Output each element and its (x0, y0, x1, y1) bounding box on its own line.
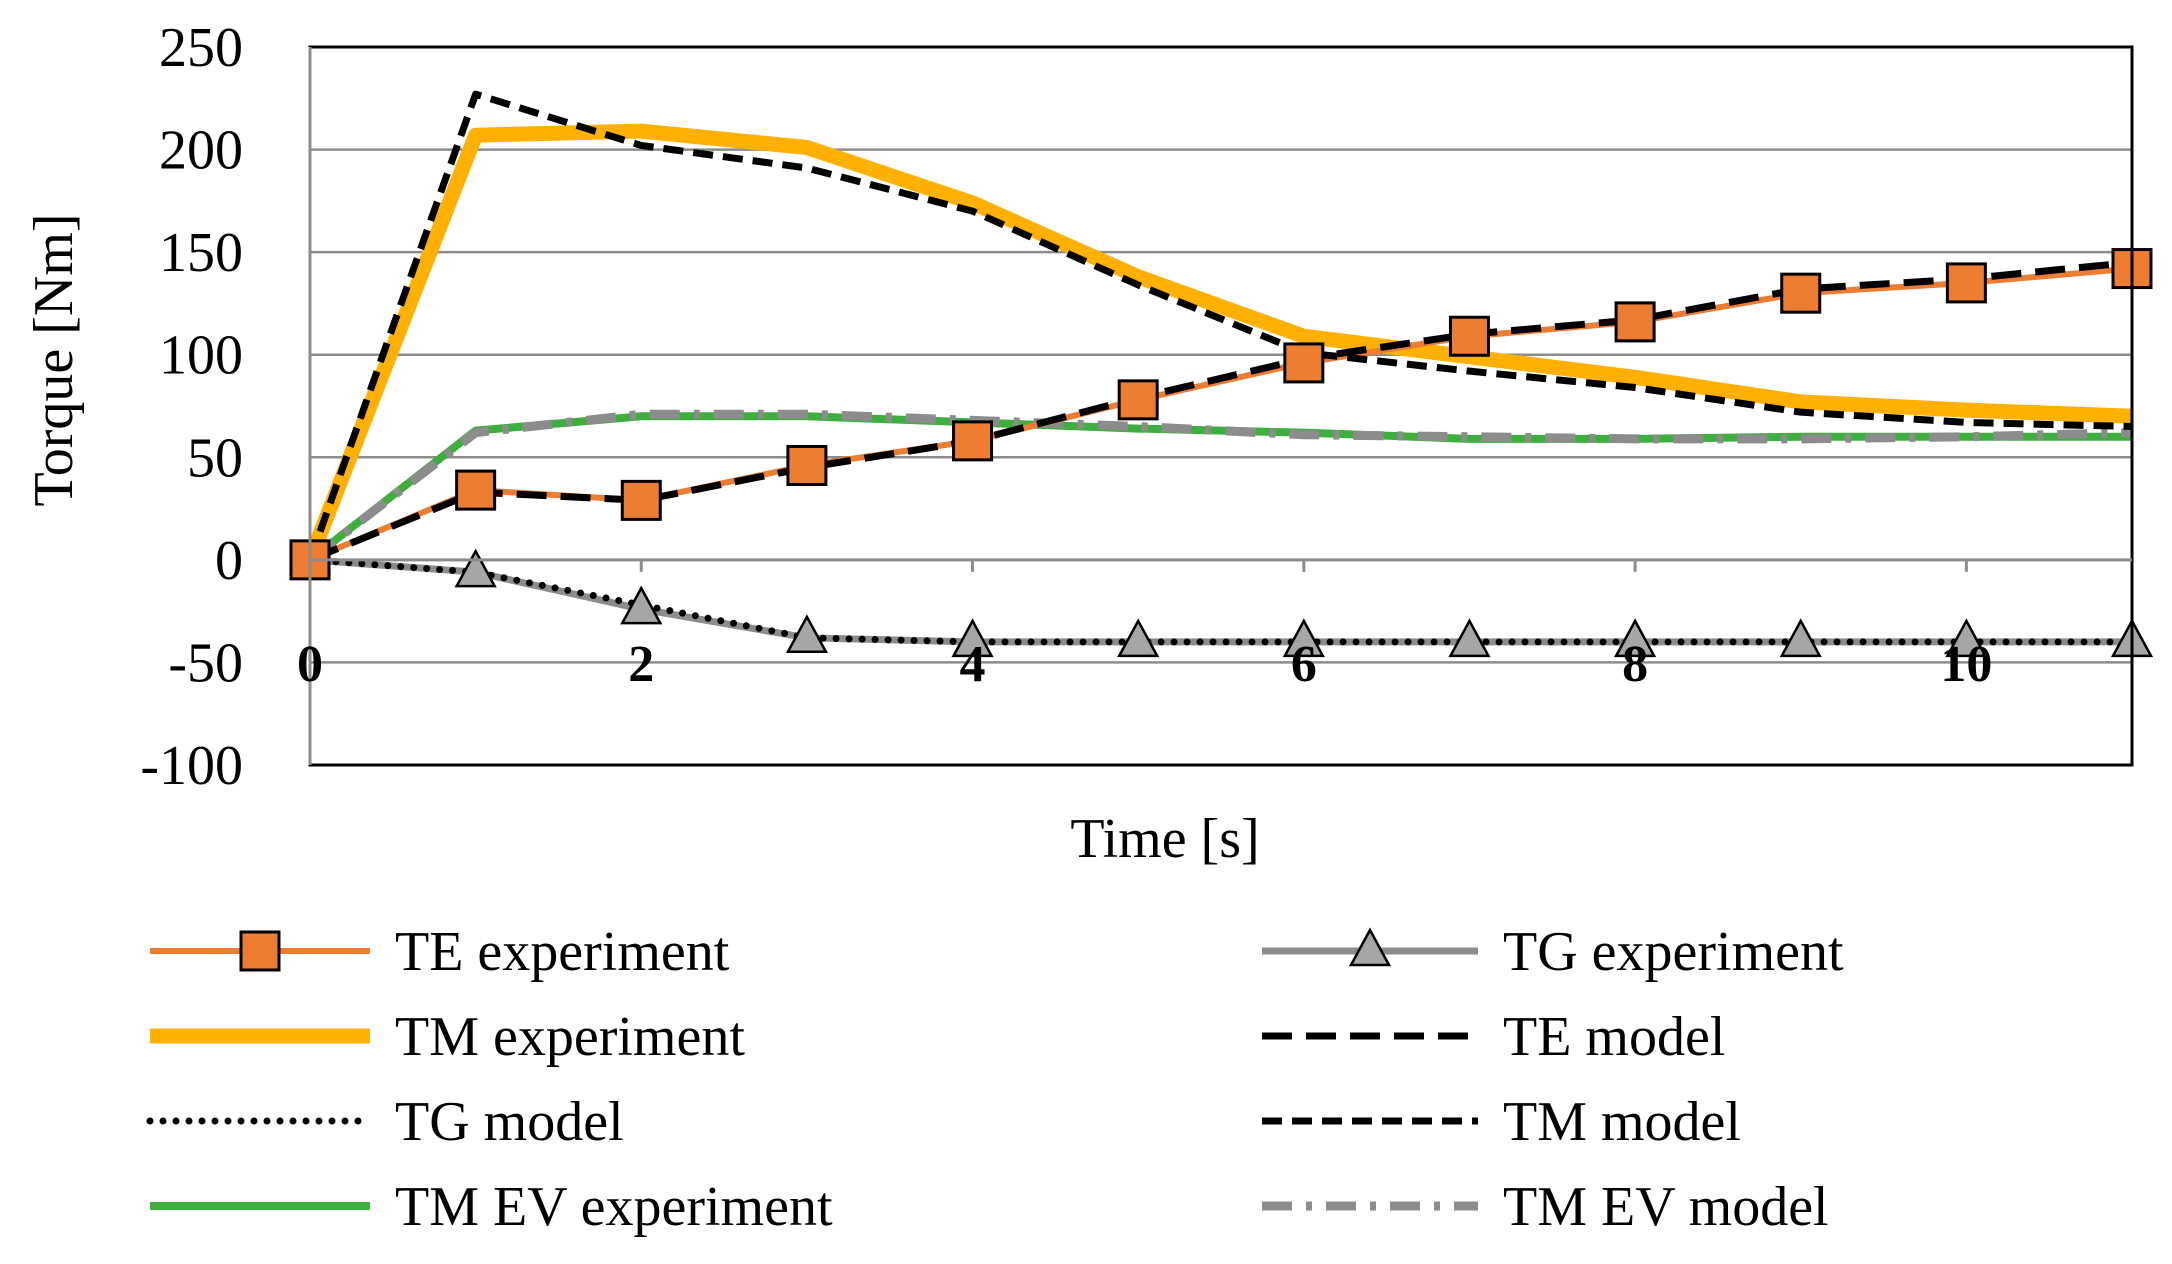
y-axis-label: Torque [Nm] (23, 213, 85, 506)
x-axis-label: Time [s] (1070, 808, 1259, 870)
te-experiment-point (620, 479, 662, 521)
tg-experiment-point (1779, 618, 1822, 658)
labels-layer: Time [s] Torque [Nm] (23, 213, 1260, 870)
series-line-te-model (308, 258, 2133, 564)
tg-experiment-point (620, 585, 663, 625)
tg-experiment-point (1613, 618, 1657, 658)
series-line-tm-ev-model (307, 409, 2133, 564)
te-experiment-point (455, 469, 497, 511)
tg-experiment-point (785, 614, 829, 654)
tg-experiment-point (1448, 618, 1491, 658)
legend-label: TM experiment (395, 1006, 745, 1068)
tg-experiment-point (454, 548, 497, 588)
tg-experiment-point (951, 618, 994, 658)
y-tick-label: 100 (159, 325, 243, 387)
legend-label: TG experiment (1503, 921, 1844, 983)
legend-marker-triangle (1348, 927, 1392, 967)
te-experiment-point (952, 420, 994, 462)
legend-label: TM model (1503, 1091, 1741, 1153)
legend-label: TM EV experiment (395, 1176, 833, 1238)
legend-label: TM EV model (1503, 1176, 1829, 1238)
axes-layer: -100 -50 0 50 100 150 200 250 0 2 4 6 8 10 (140, 17, 2134, 797)
x-tick-label: 8 (1622, 636, 1648, 693)
te-experiment-point (1117, 379, 1159, 421)
y-tick-label: 200 (159, 120, 243, 182)
x-tick-label: 4 (960, 636, 986, 693)
te-experiment-point (1614, 301, 1656, 343)
y-tick-label: 0 (215, 530, 243, 592)
te-experiment-point (1945, 262, 1987, 304)
te-experiment-point (786, 444, 828, 486)
series-layer (288, 90, 2154, 658)
x-tick-label: 0 (297, 636, 323, 693)
series-line-tg-experiment (309, 556, 2132, 646)
y-tick-label: -50 (168, 632, 243, 694)
x-tick-label: 2 (628, 636, 654, 693)
tg-experiment-point (1282, 618, 1325, 658)
legend-label: TE experiment (395, 921, 730, 983)
y-tick-label: 250 (159, 17, 243, 79)
x-tick-label: 10 (1940, 636, 1992, 693)
legend: TE experiment TG experiment TM experiment T… (146, 921, 1844, 1238)
series-line-tm-experiment (303, 123, 2133, 563)
legend-marker-square (239, 930, 281, 972)
legend-label: TE model (1503, 1006, 1725, 1068)
tg-experiment-point (1117, 618, 1160, 658)
y-tick-label: 50 (187, 427, 243, 489)
te-experiment-point (1283, 342, 1325, 384)
x-tick-label: 6 (1291, 636, 1317, 693)
series-line-tm-ev-experiment (307, 412, 2132, 564)
tg-experiment-point (1945, 618, 1988, 658)
series-line-tm-model (306, 90, 2133, 562)
te-experiment-point (1448, 315, 1490, 357)
legend-label: TG model (395, 1091, 624, 1153)
y-tick-label: 150 (159, 222, 243, 284)
te-experiment-point (1780, 272, 1822, 314)
series-line-tg-model (306, 556, 2136, 646)
y-tick-label: -100 (140, 735, 243, 797)
